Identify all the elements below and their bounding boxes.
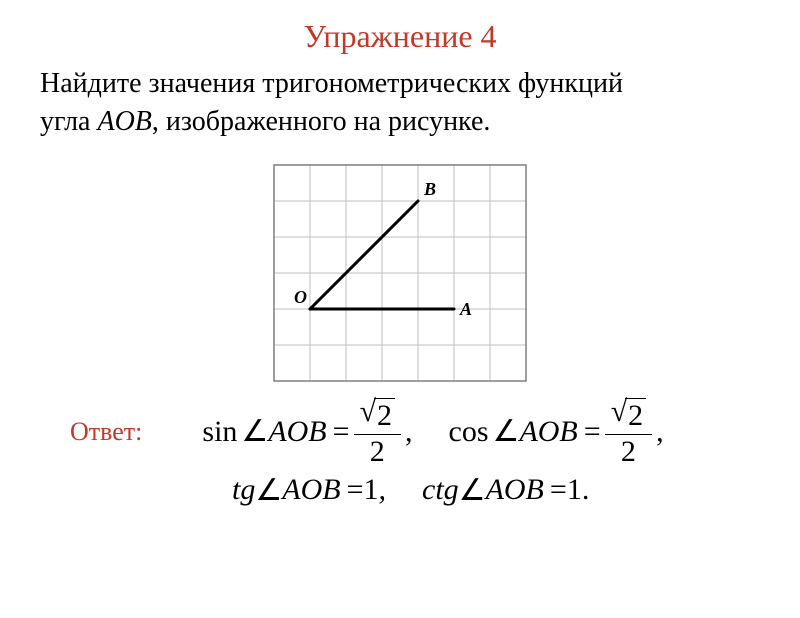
sqrt-arg: 2 [374,398,395,432]
answer-label: Ответ: [70,417,142,447]
problem-angle: AOB [97,106,151,137]
comma: , [379,473,387,507]
angle-name: AOB [282,473,340,507]
answer-row-1: Ответ: sin ∠AOB = √2 2 , cos ∠AOB = √2 2… [70,397,800,467]
angle-figure: O A B [268,159,532,387]
sin-fraction: √2 2 [354,397,401,467]
exercise-title: Упражнение 4 [0,18,800,55]
angle-symbol: ∠ [241,414,268,449]
comma: , [656,415,664,449]
sqrt-arg: 2 [625,398,646,432]
cos-fn: cos [449,415,489,449]
tg-value: 1 [364,473,379,507]
problem-line1: Найдите значения тригонометрических функ… [40,68,623,99]
svg-text:O: O [294,287,307,307]
answer-row-2: tg ∠AOB = 1, ctg ∠AOB = 1. [232,473,800,508]
title-text: Упражнение 4 [303,18,496,54]
angle-name: AOB [519,415,577,449]
problem-text: Найдите значения тригонометрических функ… [40,65,760,141]
equals: = [347,473,364,507]
angle-symbol: ∠ [493,414,520,449]
equals: = [333,415,350,449]
sin-expression: sin ∠AOB = √2 2 , [202,397,412,467]
ctg-value: 1. [567,473,590,507]
cos-expression: cos ∠AOB = √2 2 , [449,397,664,467]
tg-fn: tg [232,473,255,507]
sin-fn: sin [202,415,237,449]
angle-name: AOB [268,415,326,449]
cos-fraction: √2 2 [605,397,652,467]
svg-text:A: A [459,299,472,319]
frac-den: 2 [615,435,642,467]
ctg-fn: ctg [422,473,459,507]
angle-symbol: ∠ [459,473,486,508]
equals: = [550,473,567,507]
svg-text:B: B [423,179,436,199]
frac-den: 2 [364,435,391,467]
problem-line2a: угла [40,106,97,137]
angle-name: AOB [486,473,544,507]
problem-line2b: , изображенного на рисунке. [152,106,491,137]
angle-symbol: ∠ [255,473,282,508]
equals: = [584,415,601,449]
comma: , [405,415,413,449]
